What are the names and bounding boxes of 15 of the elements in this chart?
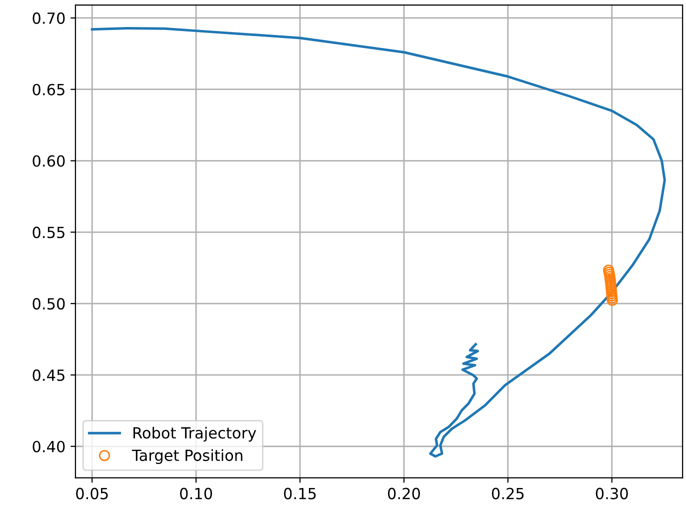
- legend-label: Robot Trajectory: [133, 426, 256, 442]
- x-tick-label: 0.30: [596, 488, 628, 500]
- y-tick-label: 0.65: [32, 84, 64, 96]
- x-tick-label: 0.25: [492, 488, 524, 500]
- y-tick-label: 0.40: [32, 440, 65, 452]
- x-tick-label: 0.05: [76, 488, 108, 500]
- y-tick-label: 0.50: [32, 298, 65, 310]
- y-tick-label: 0.45: [32, 369, 64, 381]
- legend-label: Target Position: [132, 449, 242, 464]
- y-tick-label: 0.55: [32, 226, 64, 238]
- y-tick-label: 0.70: [32, 12, 65, 24]
- x-tick-label: 0.20: [388, 488, 420, 500]
- x-tick-label: 0.10: [180, 488, 212, 500]
- y-tick-label: 0.60: [32, 155, 65, 167]
- x-tick-label: 0.15: [284, 488, 316, 500]
